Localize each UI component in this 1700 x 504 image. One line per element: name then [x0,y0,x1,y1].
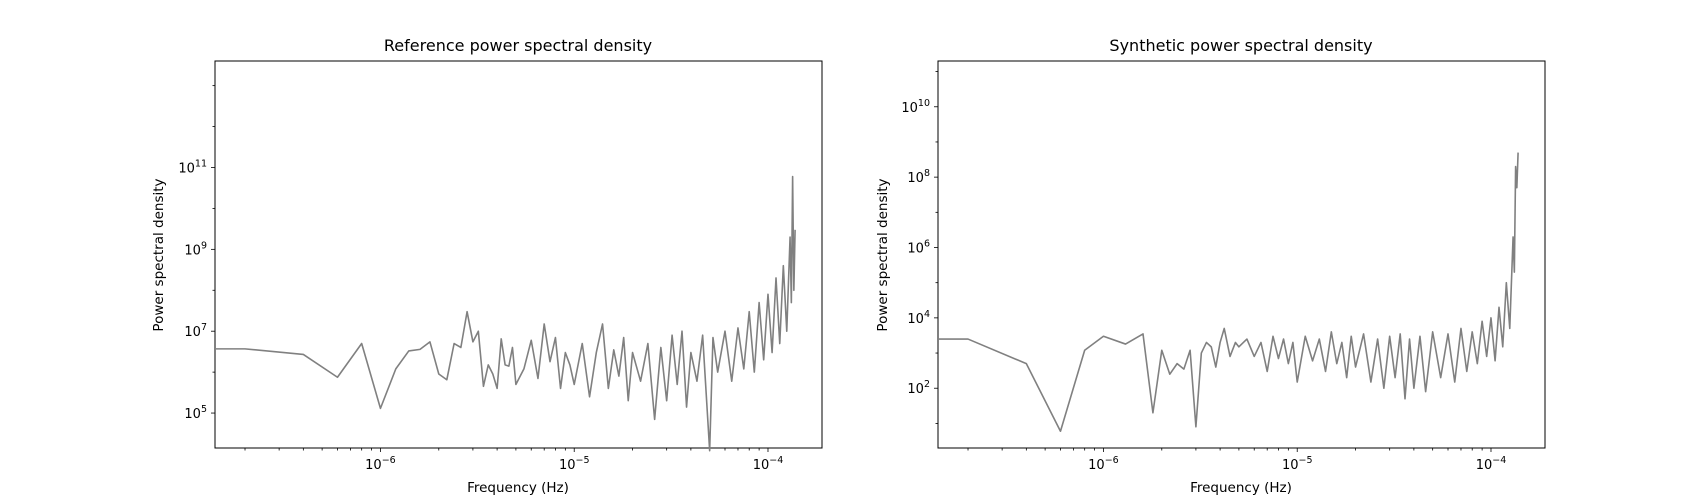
y-tick-label: 107 [184,322,207,340]
chart-title: Reference power spectral density [384,36,652,55]
series-line [215,175,796,452]
chart-title: Synthetic power spectral density [1109,36,1372,55]
y-tick-label: 1011 [178,158,207,176]
x-tick-label: 10−6 [1088,455,1119,473]
chart-synthetic-psd: Synthetic power spectral density Frequen… [875,36,1546,496]
tick-group: 10−6 10−5 10−4 102 104 106 108 1010 [901,71,1507,473]
x-tick-label: 10−4 [753,455,784,473]
x-tick-label: 10−4 [1476,455,1507,473]
y-tick-label: 104 [907,309,930,327]
y-axis-label: Power spectral density [875,178,891,331]
x-tick-label: 10−6 [365,455,396,473]
y-tick-label: 109 [184,240,207,258]
x-tick-label: 10−5 [559,455,590,473]
tick-group: 10−6 10−5 10−4 105 107 109 1011 [178,85,784,473]
y-tick-label: 102 [907,379,930,397]
x-axis-label: Frequency (Hz) [467,480,569,496]
y-tick-label: 105 [184,404,207,422]
x-tick-label: 10−5 [1282,455,1313,473]
y-tick-label: 106 [907,238,930,256]
axes-frame [937,60,1546,449]
y-axis-label: Power spectral density [151,178,167,331]
x-axis-label: Frequency (Hz) [1190,480,1292,496]
y-tick-label: 1010 [901,98,930,116]
y-tick-label: 108 [907,168,930,186]
axes-frame [214,60,823,449]
series-line [938,152,1519,433]
chart-reference-psd: Reference power spectral density Frequen… [151,36,823,496]
